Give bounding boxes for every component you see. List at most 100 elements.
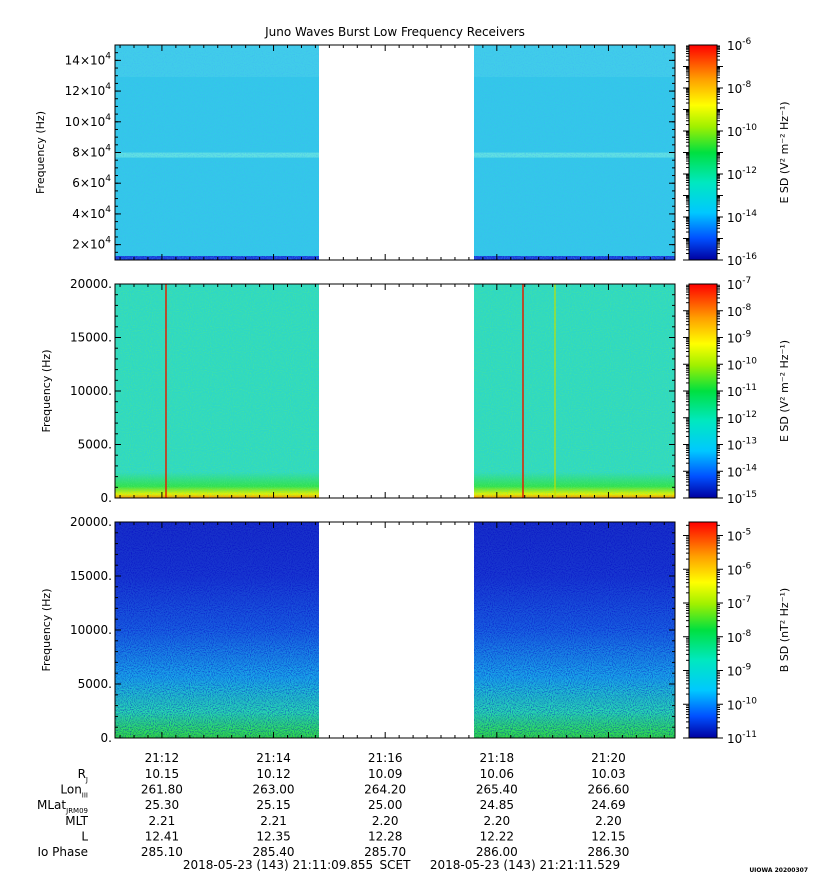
ephemeris-value: 24.85 (480, 798, 514, 812)
y-tick-label: 14×104 (65, 51, 112, 67)
colorbar-label: E SD (V² m⁻² Hz⁻¹) (778, 340, 791, 442)
colorbar-tick-label: 10-11 (727, 730, 757, 746)
colorbar-tick-label: 10-11 (727, 383, 757, 399)
ephemeris-value: 12.22 (480, 829, 514, 843)
ephemeris-value: 25.00 (368, 798, 402, 812)
colorbar-tick-label: 10-13 (727, 437, 757, 453)
footer-scet: SCET (380, 858, 412, 872)
ephemeris-value: 261.80 (141, 783, 183, 797)
colorbar-tick-label: 10-14 (727, 463, 757, 479)
ephemeris-value: 2.21 (149, 814, 176, 828)
y-tick-label: 10×104 (65, 113, 112, 129)
ephemeris-value: 12.41 (145, 829, 179, 843)
colorbar-tick-label: 10-14 (727, 209, 757, 225)
y-tick-label: 4×104 (72, 205, 111, 221)
ephemeris-value: 286.30 (587, 845, 629, 859)
colorbar-label: B SD (nT² Hz⁻¹) (778, 588, 791, 672)
colorbar-tick-label: 10-16 (727, 252, 757, 268)
y-tick-label: 2×104 (72, 236, 111, 252)
y-tick-label: 20000. (70, 515, 112, 529)
ephemeris-value: 263.00 (253, 783, 295, 797)
ephemeris-value: 25.15 (256, 798, 290, 812)
ephemeris-label: MLT (65, 814, 88, 828)
y-tick-label: 15000. (70, 569, 112, 583)
ephemeris-label: LonIII (60, 783, 88, 800)
noise-texture (474, 522, 675, 738)
y-tick-label: 15000. (70, 331, 112, 345)
ephemeris-value: 264.20 (364, 783, 406, 797)
colorbar-tick-label: 10-7 (727, 595, 751, 611)
ephemeris-value: 12.28 (368, 829, 402, 843)
footer-start-time: 2018-05-23 (143) 21:11:09.855 (183, 858, 373, 872)
y-tick-label: 10000. (70, 623, 112, 637)
spectrogram-panel-2: 0. 5000. 10000. 15000. 20000. Frequency (Hz) 1… (40, 276, 791, 506)
ephemeris-value: 12.15 (591, 829, 625, 843)
ephemeris-value: 24.69 (591, 798, 625, 812)
colorbar-tick-label: 10-9 (727, 330, 752, 346)
ephemeris-value: 2.21 (260, 814, 287, 828)
colorbar-tick-label: 10-12 (727, 166, 757, 182)
colorbar-tick-label: 10-8 (727, 629, 752, 645)
colorbar-tick-label: 10-9 (727, 663, 752, 679)
spectrogram-panel-3: 0. 5000. 10000. 15000. 20000. Frequency (Hz) 1… (40, 515, 791, 746)
x-tick-label: 21:16 (368, 751, 403, 765)
ephemeris-value: 285.10 (141, 845, 183, 859)
y-tick-label: 8×104 (72, 144, 111, 160)
chart-title: Juno Waves Burst Low Frequency Receivers (265, 25, 525, 39)
colorbar-tick-label: 10-7 (727, 276, 751, 292)
ephemeris-value: 265.40 (476, 783, 518, 797)
y-tick-label: 12×104 (65, 82, 112, 98)
colorbar-tick-label: 10-8 (727, 303, 752, 319)
ephemeris-value: 286.00 (476, 845, 518, 859)
y-tick-label: 10000. (70, 384, 112, 398)
colorbar-tick-label: 10-6 (727, 37, 752, 53)
noise-texture (474, 284, 675, 498)
y-axis-label: Frequency (Hz) (40, 589, 53, 672)
colorbar-tick-label: 10-5 (727, 528, 751, 544)
x-tick-label: 21:12 (145, 751, 180, 765)
colorbar-frame (688, 521, 718, 739)
colorbar-tick-label: 10-10 (727, 356, 757, 372)
ephemeris-value: 25.30 (145, 798, 179, 812)
ephemeris-value: 285.70 (364, 845, 406, 859)
noise-texture (115, 522, 319, 738)
footer-end-time: 2018-05-23 (143) 21:21:11.529 (430, 858, 620, 872)
footer-stamp: UIOWA 20200307 (749, 867, 808, 874)
colorbar-tick-label: 10-10 (727, 696, 757, 712)
ephemeris-label: RJ (78, 767, 88, 784)
colorbar-tick-label: 10-12 (727, 410, 757, 426)
y-tick-label: 6×104 (72, 174, 111, 190)
x-tick-label: 21:14 (256, 751, 291, 765)
spectrogram-panel-1: 2×104 4×104 6×104 8×104 10×104 12×104 14×104 Fr… (34, 37, 791, 268)
y-tick-label: 0. (101, 491, 112, 505)
ephemeris-value: 2.20 (595, 814, 622, 828)
ephemeris-value: 10.06 (480, 767, 514, 781)
ephemeris-value: 12.35 (256, 829, 290, 843)
ephemeris-value: 2.20 (372, 814, 399, 828)
ephemeris-value: 2.20 (483, 814, 510, 828)
y-axis-label: Frequency (Hz) (40, 350, 53, 433)
ephemeris-value: 285.40 (253, 845, 295, 859)
noise-texture (115, 284, 319, 498)
colorbar-label: E SD (V² m⁻² Hz⁻¹) (778, 101, 791, 203)
ephemeris-label: L (81, 829, 88, 843)
y-tick-label: 5000. (78, 438, 112, 452)
x-tick-label: 21:18 (480, 751, 515, 765)
noise-texture (115, 45, 319, 260)
colorbar-tick-label: 10-10 (727, 123, 757, 139)
colorbar (689, 284, 717, 498)
colorbar-tick-label: 10-6 (727, 561, 752, 577)
ephemeris-value: 10.12 (256, 767, 290, 781)
colorbar-tick-label: 10-8 (727, 80, 752, 96)
colorbar (689, 45, 717, 260)
noise-texture (474, 45, 675, 260)
ephemeris-value: 266.60 (587, 783, 629, 797)
y-tick-label: 5000. (78, 677, 112, 691)
colorbar (689, 522, 717, 738)
y-tick-label: 20000. (70, 277, 112, 291)
ephemeris-value: 10.15 (145, 767, 179, 781)
y-tick-label: 0. (101, 731, 112, 745)
ephemeris-label: Io Phase (37, 845, 88, 859)
